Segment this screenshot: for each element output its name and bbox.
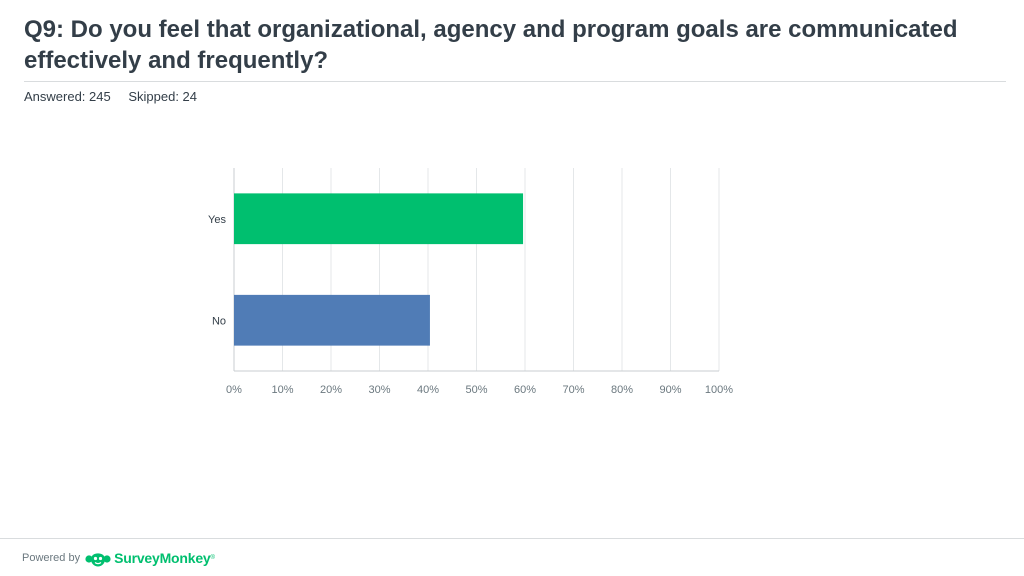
x-tick-label: 30% xyxy=(368,384,390,396)
bars xyxy=(234,193,524,346)
brand-name: SurveyMonkey xyxy=(114,550,211,566)
surveymonkey-logo[interactable]: SurveyMonkey ® xyxy=(85,549,215,567)
category-labels: Yes No xyxy=(208,214,226,328)
x-tick-label: 0% xyxy=(226,384,242,396)
x-tick-label: 50% xyxy=(465,384,487,396)
x-tick-label: 10% xyxy=(271,384,293,396)
question-title: Q9: Do you feel that organizational, age… xyxy=(24,16,958,74)
category-label: No xyxy=(212,315,226,327)
trademark-symbol: ® xyxy=(210,555,215,561)
title-divider xyxy=(24,81,1006,82)
bar-no[interactable] xyxy=(234,294,430,346)
category-label: Yes xyxy=(208,214,226,226)
x-tick-label: 80% xyxy=(611,384,633,396)
response-stats: Answered: 245 Skipped: 24 xyxy=(24,89,197,104)
x-tick-label: 60% xyxy=(514,384,536,396)
skipped-count: Skipped: 24 xyxy=(128,89,198,104)
footer: Powered by SurveyMonkey ® xyxy=(22,547,215,569)
x-tick-label: 100% xyxy=(705,384,733,396)
x-tick-label: 90% xyxy=(659,384,681,396)
x-tick-labels: 0% 10% 20% 30% 40% 50% 60% 70% 80% 90% 100% xyxy=(226,384,733,396)
answered-count: Answered: 245 xyxy=(24,89,111,104)
footer-divider xyxy=(0,538,1024,539)
powered-by-text: Powered by xyxy=(22,552,81,564)
surveymonkey-logo-icon xyxy=(85,553,111,567)
bar-yes[interactable] xyxy=(234,193,524,245)
x-tick-label: 70% xyxy=(562,384,584,396)
x-tick-label: 20% xyxy=(320,384,342,396)
x-tick-label: 40% xyxy=(417,384,439,396)
